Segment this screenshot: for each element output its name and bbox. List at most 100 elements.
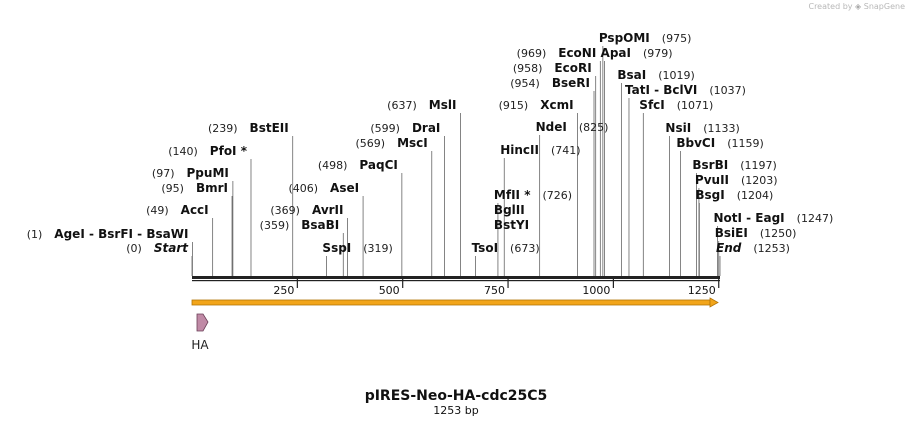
site-acci[interactable]: AccI (49) (146, 203, 209, 217)
site-position: (599) (370, 122, 400, 135)
site-name: BstEII (250, 121, 289, 135)
site-name: EcoNI (558, 46, 596, 60)
site-ndei[interactable]: NdeI (825) (536, 120, 609, 134)
site-position: (954) (510, 77, 540, 90)
backbone-line-lower (192, 280, 720, 282)
site-bsiei[interactable]: BsiEI (1250) (715, 226, 797, 240)
orf-body (191, 299, 711, 306)
site-name: BsaI (617, 68, 646, 82)
site-tsoi[interactable]: TsoI (673) (472, 241, 540, 255)
site-pspomi[interactable]: PspOMI (975) (599, 31, 692, 45)
snapgene-logo-icon: ◈ (855, 2, 862, 11)
site-position: (1247) (797, 212, 834, 225)
ruler-ticks: 250 500 750 1000 1250 (273, 279, 720, 297)
site-hincii[interactable]: HincII (741) (500, 143, 580, 157)
site-position: (569) (356, 137, 386, 150)
site-start[interactable]: Start (0) (126, 241, 189, 255)
site-bsai[interactable]: BsaI (1019) (617, 68, 694, 82)
ha-feature-label: HA (191, 338, 209, 352)
site-name: AgeI - BsrFI - BsaWI (54, 227, 188, 241)
snapgene-credit: Created by ◈ SnapGene (808, 2, 905, 11)
site-name: End (716, 241, 742, 255)
site-avrii[interactable]: AvrII (369) (270, 203, 343, 217)
site-pfoi[interactable]: PfoI * (140) (168, 144, 247, 158)
backbone-line (192, 276, 720, 279)
site-position: (369) (270, 204, 300, 217)
site-name: EcoRI (554, 61, 591, 75)
site-nsii[interactable]: NsiI (1133) (665, 121, 739, 135)
ruler-tick-label: 500 (379, 284, 400, 297)
site-position: (1071) (677, 99, 714, 112)
site-asei[interactable]: AseI (406) (288, 181, 359, 195)
site-name: BbvCI (676, 136, 715, 150)
site-sspi[interactable]: SspI (319) (322, 241, 392, 255)
site-pvuii[interactable]: PvuII (1203) (695, 173, 778, 187)
site-position: (97) (152, 167, 175, 180)
site-position: (359) (260, 219, 290, 232)
site-name: DraI (412, 121, 440, 135)
site-position: (498) (318, 159, 348, 172)
site-name: XcmI (540, 98, 573, 112)
site-position: (741) (551, 144, 581, 157)
credit-brand: SnapGene (863, 2, 905, 11)
site-position: (1250) (760, 227, 797, 240)
site-position: (1253) (753, 242, 790, 255)
plasmid-size: 1253 bp (433, 404, 478, 417)
site-bmri[interactable]: BmrI (95) (161, 181, 228, 195)
site-name: BstYI (494, 218, 529, 232)
site-name: MscI (397, 136, 428, 150)
feature-ha[interactable]: HA (191, 313, 209, 352)
site-name: BglII (494, 203, 525, 217)
credit-text: Created by (808, 2, 853, 11)
site-position: (1204) (737, 189, 774, 202)
site-bsabi[interactable]: BsaBI (359) (260, 218, 340, 232)
site-name: HincII (500, 143, 539, 157)
site-name: BsgI (695, 188, 724, 202)
site-position: (406) (288, 182, 318, 195)
site-xcmi[interactable]: XcmI (915) (499, 98, 574, 112)
site-msci[interactable]: MscI (569) (356, 136, 428, 150)
site-ppumi[interactable]: PpuMI (97) (152, 166, 229, 180)
ruler-tick-label: 1250 (688, 284, 716, 297)
site-bseri[interactable]: BseRI (954) (510, 76, 590, 90)
site-name: AvrII (312, 203, 344, 217)
plasmid-title: pIRES-Neo-HA-cdc25C5 (365, 388, 548, 404)
site-position: (915) (499, 99, 529, 112)
site-position: (1159) (727, 137, 764, 150)
site-tati[interactable]: TatI - BclVI (1037) (625, 83, 746, 97)
ha-feature-arrow (196, 313, 209, 332)
site-labels: Start (0)AgeI - BsrFI - BsaWI (1) AccI (49) B… (27, 31, 834, 255)
site-name: BsrBI (692, 158, 728, 172)
site-position: (140) (168, 145, 198, 158)
site-bsrbi[interactable]: BsrBI (1197) (692, 158, 776, 172)
site-msli[interactable]: MslI (637) (387, 98, 456, 112)
site-drai[interactable]: DraI (599) (370, 121, 440, 135)
site-bsgi[interactable]: BsgI (1204) (695, 188, 773, 202)
site-apai[interactable]: ApaI (979) (601, 46, 673, 60)
orf-arrow[interactable] (191, 297, 719, 308)
site-ecori[interactable]: EcoRI (958) (513, 61, 592, 75)
site-econi[interactable]: EcoNI (969) (517, 46, 597, 60)
site-paqci[interactable]: PaqCI (498) (318, 158, 398, 172)
site-bsteii[interactable]: BstEII (239) (208, 121, 289, 135)
site-name: Start (154, 241, 189, 255)
site-name: BmrI (196, 181, 228, 195)
site-agei[interactable]: AgeI - BsrFI - BsaWI (1) (27, 227, 189, 241)
site-name: PspOMI (599, 31, 650, 45)
site-sfci[interactable]: SfcI (1071) (639, 98, 713, 112)
site-name: SspI (322, 241, 351, 255)
site-position: (1) (27, 228, 43, 241)
site-position: (0) (126, 242, 142, 255)
site-position: (958) (513, 62, 543, 75)
site-position: (1037) (709, 84, 746, 97)
site-end[interactable]: End (1253) (716, 241, 790, 255)
site-position: (1197) (740, 159, 777, 172)
site-bbvci[interactable]: BbvCI (1159) (676, 136, 763, 150)
site-name: PvuII (695, 173, 729, 187)
site-name: PpuMI (187, 166, 229, 180)
site-name: AccI (181, 203, 209, 217)
site-noti[interactable]: NotI - EagI (1247) (713, 211, 833, 225)
site-position: (825) (579, 121, 609, 134)
